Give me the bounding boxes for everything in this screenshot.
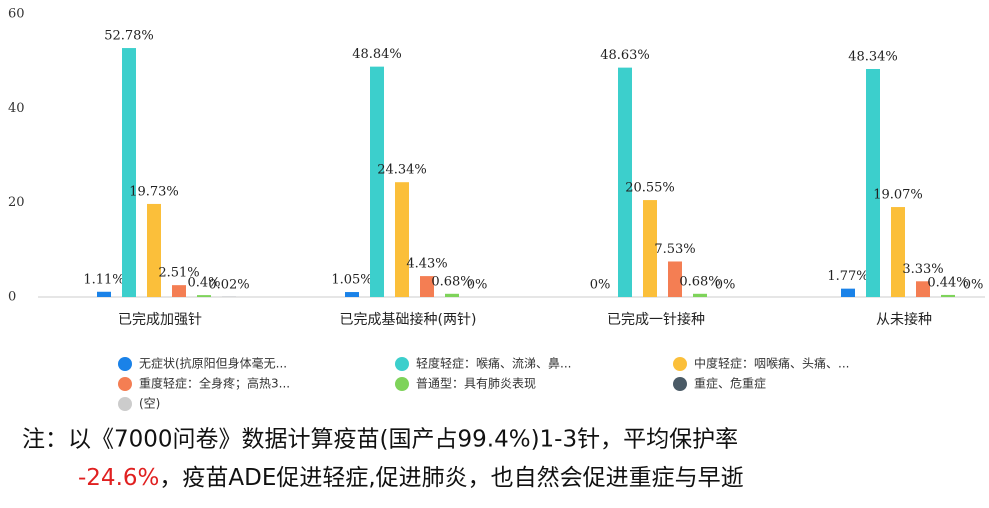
legend-label: 普通型：具有肺炎表现 bbox=[416, 377, 536, 391]
x-tick-label: 已完成基础接种(两针) bbox=[340, 311, 477, 328]
x-tick-label: 已完成一针接种 bbox=[607, 311, 705, 328]
x-tick-label: 从未接种 bbox=[876, 311, 932, 328]
bar bbox=[197, 295, 211, 297]
y-tick-label: 40 bbox=[8, 101, 25, 116]
bar bbox=[866, 69, 880, 297]
legend-label: (空) bbox=[139, 397, 160, 411]
legend-label: 中度轻症：咽喉痛、头痛、... bbox=[694, 356, 849, 371]
bar bbox=[841, 289, 855, 297]
legend-marker bbox=[673, 377, 687, 391]
value-label: 0% bbox=[467, 278, 488, 293]
value-label: 48.34% bbox=[848, 49, 898, 64]
value-label: 52.78% bbox=[104, 29, 154, 44]
value-label: 7.53% bbox=[654, 242, 695, 257]
legend-marker bbox=[118, 377, 132, 391]
legend-marker bbox=[118, 397, 132, 411]
legend-label: 重度轻症：全身疼；高热3... bbox=[139, 376, 290, 391]
value-label: 4.43% bbox=[406, 257, 447, 272]
legend-label: 无症状(抗原阳但身体毫无... bbox=[139, 356, 287, 371]
value-label: 0% bbox=[715, 278, 736, 293]
legend-marker bbox=[395, 357, 409, 371]
x-tick-label: 已完成加强针 bbox=[118, 312, 202, 328]
value-label: 1.05% bbox=[331, 273, 372, 288]
value-label: 24.34% bbox=[377, 163, 427, 178]
value-label: 1.77% bbox=[827, 269, 868, 284]
bar bbox=[122, 48, 136, 297]
value-label: 19.73% bbox=[129, 184, 179, 199]
note-line2: -24.6%，疫苗ADE促进轻症,促进肺炎，也自然会促进重症与早逝 bbox=[78, 465, 744, 491]
note-line1: 注：以《7000问卷》数据计算疫苗(国产占99.4%)1-3针，平均保护率 bbox=[22, 427, 738, 453]
y-tick-label: 0 bbox=[8, 290, 16, 305]
value-label: 48.84% bbox=[352, 47, 402, 62]
bar bbox=[445, 294, 459, 297]
y-tick-label: 60 bbox=[8, 7, 25, 22]
legend-label: 重症、危重症 bbox=[694, 376, 766, 391]
value-label: 0.02% bbox=[208, 277, 249, 292]
legend-marker bbox=[395, 377, 409, 391]
value-label: 20.55% bbox=[625, 181, 675, 196]
bar bbox=[147, 204, 161, 297]
y-tick-label: 20 bbox=[8, 195, 25, 210]
value-label: 48.63% bbox=[600, 48, 650, 63]
legend-marker bbox=[673, 357, 687, 371]
bar bbox=[941, 295, 955, 297]
bar bbox=[395, 182, 409, 297]
note-highlight: -24.6% bbox=[78, 465, 159, 491]
bar bbox=[97, 292, 111, 297]
bar bbox=[370, 67, 384, 297]
value-label: 1.11% bbox=[83, 272, 124, 287]
bar bbox=[172, 285, 186, 297]
value-label: 19.07% bbox=[873, 188, 923, 203]
bar bbox=[693, 294, 707, 297]
value-label: 0% bbox=[963, 278, 984, 293]
legend-marker bbox=[118, 357, 132, 371]
bar bbox=[345, 292, 359, 297]
value-label: 0% bbox=[590, 278, 611, 293]
legend-label: 轻度轻症：喉痛、流涕、鼻... bbox=[416, 356, 571, 371]
note-rest: ，疫苗ADE促进轻症,促进肺炎，也自然会促进重症与早逝 bbox=[159, 465, 743, 491]
bar bbox=[891, 207, 905, 297]
